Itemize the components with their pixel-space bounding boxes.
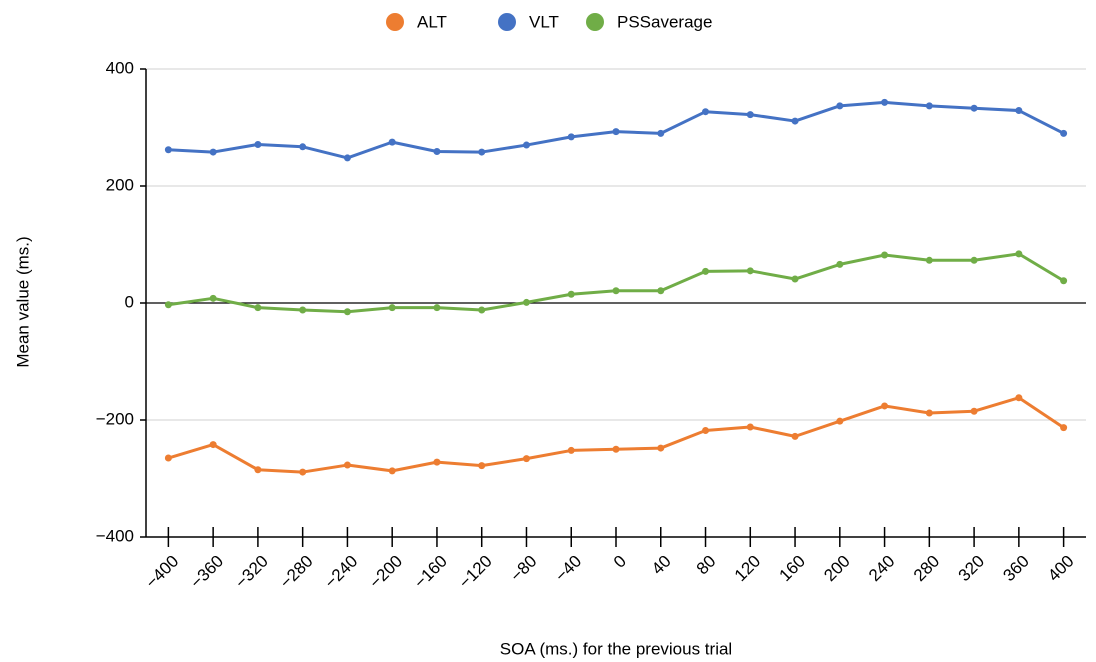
data-point [164, 454, 172, 462]
legend-label: PSSaverage [617, 12, 712, 31]
legend-marker [586, 13, 604, 31]
data-point [836, 417, 844, 425]
legend-marker [386, 13, 404, 31]
data-point [881, 251, 889, 259]
x-tick-label: 0 [610, 552, 630, 572]
data-point [433, 147, 441, 155]
x-tick-label: 40 [648, 552, 675, 579]
legend-label: VLT [529, 12, 559, 31]
data-point [881, 402, 889, 410]
data-point [970, 104, 978, 112]
x-tick-label: 400 [1044, 552, 1077, 585]
x-tick-label: 80 [693, 552, 720, 579]
data-point [478, 148, 486, 156]
data-point [612, 445, 620, 453]
data-point [925, 256, 933, 264]
x-tick-label: −240 [321, 552, 362, 593]
data-point [881, 98, 889, 106]
data-point [925, 409, 933, 417]
x-tick-label: 240 [865, 552, 898, 585]
x-tick-label: −160 [410, 552, 451, 593]
x-tick-label: −200 [366, 552, 407, 593]
data-point [164, 301, 172, 309]
y-tick-label: 400 [106, 58, 134, 77]
data-point [970, 256, 978, 264]
y-tick-label: 200 [106, 175, 134, 194]
data-point [209, 148, 217, 156]
data-point [746, 111, 754, 119]
data-point [567, 133, 575, 141]
data-point [612, 128, 620, 136]
data-point [388, 138, 396, 146]
data-point [522, 141, 530, 149]
y-tick-label: −200 [96, 409, 134, 428]
y-tick-label: −400 [96, 526, 134, 545]
data-point [254, 140, 262, 148]
series-line [167, 396, 1065, 474]
data-point [612, 287, 620, 295]
data-point [925, 102, 933, 110]
data-point [1015, 394, 1023, 402]
data-point [1015, 250, 1023, 258]
data-point [791, 117, 799, 125]
data-point [478, 306, 486, 314]
data-point [343, 308, 351, 316]
data-point [970, 407, 978, 415]
data-point [657, 129, 665, 137]
x-tick-label: 360 [999, 552, 1032, 585]
data-point [836, 102, 844, 110]
data-point [433, 458, 441, 466]
data-point [388, 304, 396, 312]
data-point [299, 468, 307, 476]
x-tick-label: 160 [776, 552, 809, 585]
data-point [746, 423, 754, 431]
data-point [522, 455, 530, 463]
data-point [702, 108, 710, 116]
data-point [388, 467, 396, 475]
data-point [1015, 107, 1023, 115]
y-tick-label: 0 [125, 292, 134, 311]
data-point [1060, 129, 1068, 137]
data-point [254, 304, 262, 312]
x-tick-label: 120 [731, 552, 764, 585]
legend-label: ALT [417, 12, 447, 31]
data-point [299, 143, 307, 151]
data-point [702, 267, 710, 275]
data-point [791, 275, 799, 283]
x-tick-label: −360 [187, 552, 228, 593]
data-point [299, 306, 307, 314]
data-point [657, 287, 665, 295]
x-tick-label: −80 [507, 552, 541, 586]
data-point [209, 294, 217, 302]
data-point [478, 462, 486, 470]
data-point [254, 466, 262, 474]
x-tick-label: −320 [231, 552, 272, 593]
data-point [1060, 277, 1068, 285]
data-point [567, 446, 575, 454]
x-tick-label: 200 [820, 552, 853, 585]
data-point [343, 154, 351, 162]
data-point [567, 290, 575, 298]
data-point [1060, 424, 1068, 432]
data-point [657, 444, 665, 452]
x-tick-label: −400 [142, 552, 183, 593]
data-point [746, 267, 754, 275]
data-point [343, 461, 351, 469]
x-tick-label: −40 [551, 552, 585, 586]
data-point [522, 298, 530, 306]
data-point [836, 260, 844, 268]
data-point [164, 146, 172, 154]
x-tick-label: −120 [455, 552, 496, 593]
data-point [209, 441, 217, 449]
data-point [433, 304, 441, 312]
x-tick-label: −280 [276, 552, 317, 593]
x-axis-label: SOA (ms.) for the previous trial [500, 639, 732, 658]
x-tick-label: 320 [955, 552, 988, 585]
x-tick-label: 280 [910, 552, 943, 585]
y-axis-label: Mean value (ms.) [13, 236, 32, 367]
legend-marker [498, 13, 516, 31]
data-point [702, 427, 710, 435]
data-point [791, 432, 799, 440]
